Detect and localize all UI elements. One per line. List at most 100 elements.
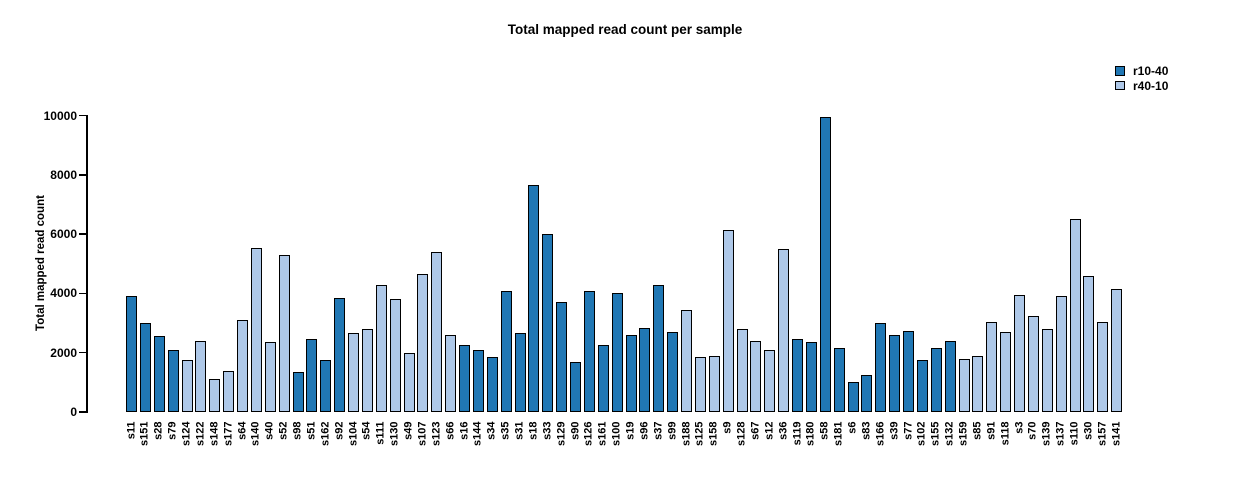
x-tick-label-s34: s34 [485, 421, 498, 440]
y-tick-label: 4000 [50, 286, 77, 301]
bar-s12 [764, 349, 776, 412]
bar-s132 [944, 340, 956, 412]
x-tick-label-s99: s99 [666, 421, 679, 440]
bar-s148 [209, 379, 221, 412]
x-tick-label-s177: s177 [222, 421, 235, 446]
y-axis-title: Total mapped read count [35, 195, 47, 331]
x-tick-label-s102: s102 [915, 421, 928, 446]
y-tick-label: 8000 [50, 167, 77, 182]
bar-s67 [750, 340, 762, 412]
x-tick-label-s77: s77 [902, 421, 914, 440]
bar-s139 [1041, 329, 1053, 412]
y-tick-label: 10000 [43, 108, 77, 123]
y-tick-label: 0 [70, 405, 77, 419]
x-tick-label-s37: s37 [652, 421, 665, 440]
y-tick-label: 2000 [50, 345, 77, 360]
bar-s6 [847, 382, 859, 412]
bar-s31 [514, 333, 526, 412]
x-tick-label-s144: s144 [471, 421, 484, 446]
x-tick-label-s140: s140 [249, 421, 262, 446]
bar-s33 [542, 234, 554, 412]
bar-s102 [916, 360, 928, 412]
bar-s99 [667, 331, 679, 412]
bar-s64 [237, 320, 248, 412]
x-tick-label-s31: s31 [513, 421, 526, 440]
bar-s77 [903, 330, 914, 412]
x-tick-label-s92: s92 [333, 421, 346, 440]
x-tick-label-s126: s126 [582, 421, 595, 446]
x-tick-label-s39: s39 [888, 421, 901, 440]
bar-s35 [500, 290, 512, 412]
x-tick-label-s130: s130 [388, 421, 401, 446]
x-tick-label-s96: s96 [638, 421, 651, 440]
x-tick-label-s129: s129 [555, 421, 568, 446]
bar-s177 [223, 370, 235, 412]
x-tick-label-s162: s162 [319, 421, 332, 446]
bar-s130 [389, 299, 401, 412]
bar-s83 [861, 374, 873, 412]
bar-s126 [583, 290, 595, 412]
bar-s129 [556, 302, 568, 412]
bar-s118 [1000, 331, 1012, 412]
bar-s92 [334, 297, 346, 412]
y-tick-mark [79, 411, 87, 413]
bar-s151 [139, 323, 151, 412]
legend-swatch-r10-40 [1115, 66, 1125, 76]
x-tick-label-s33: s33 [541, 421, 554, 440]
x-tick-label-s90: s90 [569, 421, 581, 440]
x-tick-label-s104: s104 [347, 421, 359, 446]
x-tick-label-s155: s155 [929, 421, 942, 446]
x-tick-label-s148: s148 [208, 421, 221, 446]
x-tick-label-s51: s51 [305, 421, 318, 440]
bar-s166 [875, 323, 887, 412]
x-tick-label-s161: s161 [596, 421, 609, 446]
bar-s52 [278, 254, 290, 412]
bar-s19 [625, 334, 637, 412]
x-tick-label-s12: s12 [763, 421, 776, 440]
x-tick-label-s125: s125 [693, 421, 706, 446]
x-tick-label-s19: s19 [624, 421, 637, 440]
x-tick-label-s119: s119 [791, 421, 803, 445]
x-tick-label-s28: s28 [152, 421, 165, 440]
x-tick-label-s40: s40 [263, 421, 276, 440]
bar-s141 [1111, 289, 1123, 412]
bar-s96 [639, 327, 651, 412]
x-tick-label-s91: s91 [985, 421, 998, 440]
bar-s40 [264, 342, 276, 412]
x-tick-label-s158: s158 [707, 421, 720, 446]
bar-s66 [445, 334, 457, 412]
bar-s188 [681, 309, 692, 412]
chart-title: Total mapped read count per sample [507, 22, 743, 37]
bar-s16 [459, 345, 470, 412]
x-tick-label-s180: s180 [804, 421, 817, 446]
bar-s70 [1027, 315, 1039, 412]
x-tick-label-s110: s110 [1068, 421, 1081, 445]
bar-s30 [1083, 275, 1095, 412]
bar-s85 [972, 355, 984, 412]
x-tick-label-s49: s49 [402, 421, 415, 440]
bar-s11 [126, 296, 137, 412]
bar-s162 [320, 360, 332, 412]
bar-s36 [778, 249, 790, 412]
x-tick-label-s3: s3 [1013, 421, 1025, 434]
bar-s3 [1014, 294, 1025, 412]
y-tick-mark [79, 114, 87, 117]
x-tick-label-s188: s188 [680, 421, 692, 446]
bar-s161 [597, 345, 609, 412]
bar-s9 [722, 229, 734, 412]
y-tick-mark [79, 174, 87, 176]
legend-label: r40-10 [1133, 78, 1169, 93]
x-tick-label-s58: s58 [818, 421, 831, 440]
x-tick-label-s52: s52 [277, 421, 290, 440]
bar-s155 [930, 348, 942, 412]
x-tick-label-s128: s128 [735, 421, 748, 446]
bar-s158 [708, 355, 720, 412]
bar-s58 [819, 117, 831, 412]
y-tick-mark [79, 292, 87, 295]
bar-s124 [181, 360, 193, 412]
bar-s159 [958, 358, 970, 412]
y-tick-label: 6000 [50, 227, 77, 242]
bar-s122 [195, 340, 207, 412]
x-tick-label-s157: s157 [1096, 421, 1109, 446]
